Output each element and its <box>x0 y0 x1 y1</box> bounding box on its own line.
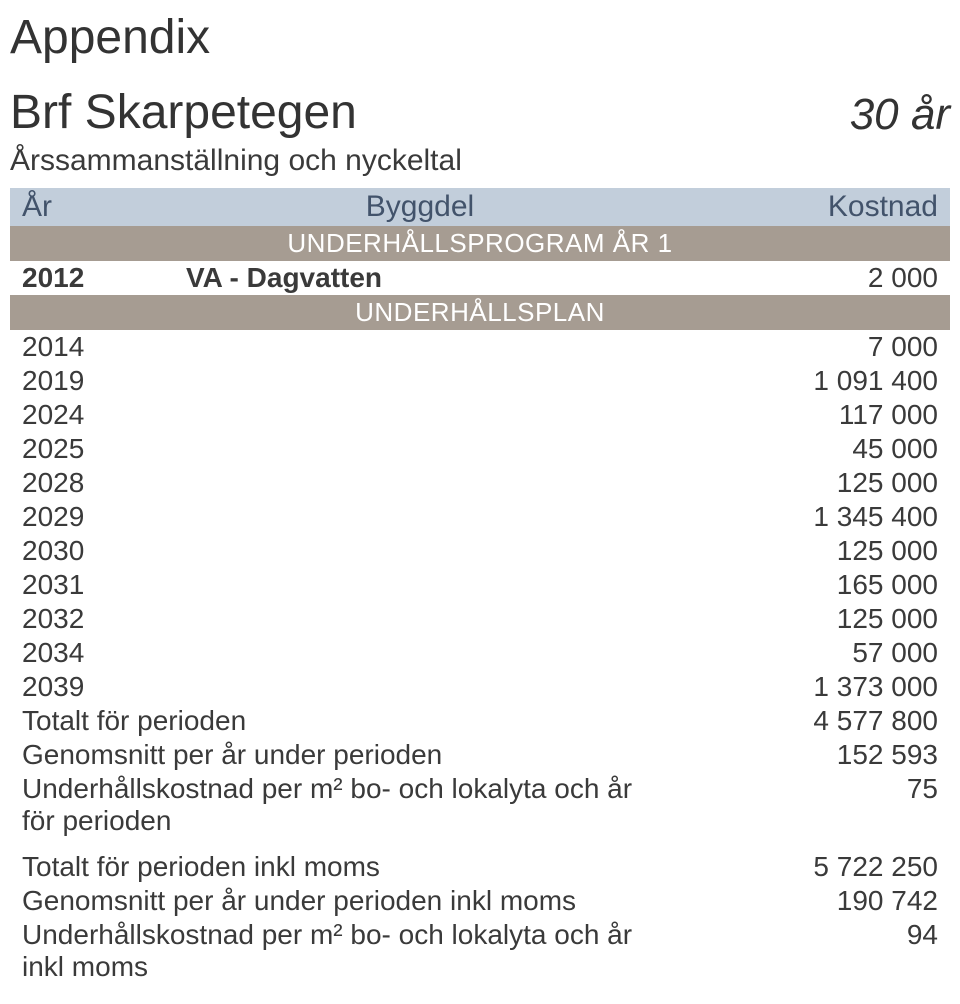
table-row: 2012VA - Dagvatten2 000 <box>10 261 950 295</box>
desc-cell <box>174 330 666 364</box>
cost-cell: 2 000 <box>666 261 950 295</box>
table-row: 2014 7 000 <box>10 330 950 364</box>
summary-label: Genomsnitt per år under perioden inkl mo… <box>10 884 666 918</box>
summary-row: Underhållskostnad per m² bo- och lokalyt… <box>10 772 950 838</box>
summary-row: Genomsnitt per år under perioden152 593 <box>10 738 950 772</box>
cost-cell: 125 000 <box>666 466 950 500</box>
table-row: 2030 125 000 <box>10 534 950 568</box>
table-row: 2032 125 000 <box>10 602 950 636</box>
desc-cell: VA - Dagvatten <box>174 261 666 295</box>
year-cell: 2039 <box>10 670 174 704</box>
title-row: Brf Skarpetegen 30 år <box>10 85 950 140</box>
summary-label: Totalt för perioden inkl moms <box>10 850 666 884</box>
year-cell: 2034 <box>10 636 174 670</box>
band-program: UNDERHÅLLSPROGRAM ÅR 1 <box>10 226 950 261</box>
summary-label: Genomsnitt per år under perioden <box>10 738 666 772</box>
summary-row: Totalt för perioden4 577 800 <box>10 704 950 738</box>
table-row: 2039 1 373 000 <box>10 670 950 704</box>
table-row: 2025 45 000 <box>10 432 950 466</box>
desc-cell <box>174 364 666 398</box>
cost-cell: 1 345 400 <box>666 500 950 534</box>
summary-value: 5 722 250 <box>666 850 950 884</box>
cost-table: År Byggdel Kostnad UNDERHÅLLSPROGRAM ÅR … <box>10 188 950 984</box>
band-plan-label: UNDERHÅLLSPLAN <box>10 295 950 330</box>
table-row: 2029 1 345 400 <box>10 500 950 534</box>
table-row: 2024 117 000 <box>10 398 950 432</box>
cost-cell: 117 000 <box>666 398 950 432</box>
cost-cell: 125 000 <box>666 534 950 568</box>
summary-row: Totalt för perioden inkl moms5 722 250 <box>10 850 950 884</box>
summary-value: 75 <box>666 772 950 838</box>
org-name: Brf Skarpetegen <box>10 85 357 140</box>
desc-cell <box>174 636 666 670</box>
summary-value: 152 593 <box>666 738 950 772</box>
spacer <box>10 838 950 850</box>
table-row: 2019 1 091 400 <box>10 364 950 398</box>
cost-cell: 1 373 000 <box>666 670 950 704</box>
year-cell: 2014 <box>10 330 174 364</box>
summary-label: Underhållskostnad per m² bo- och lokalyt… <box>10 918 666 984</box>
cost-cell: 1 091 400 <box>666 364 950 398</box>
desc-cell <box>174 568 666 602</box>
summary-label: Totalt för perioden <box>10 704 666 738</box>
summary-value: 94 <box>666 918 950 984</box>
band-program-label: UNDERHÅLLSPROGRAM ÅR 1 <box>10 226 950 261</box>
band-plan: UNDERHÅLLSPLAN <box>10 295 950 330</box>
desc-cell <box>174 534 666 568</box>
year-cell: 2032 <box>10 602 174 636</box>
cost-cell: 7 000 <box>666 330 950 364</box>
summary-label: Underhållskostnad per m² bo- och lokalyt… <box>10 772 666 838</box>
summary-row: Underhållskostnad per m² bo- och lokalyt… <box>10 918 950 984</box>
desc-cell <box>174 500 666 534</box>
summary-value: 190 742 <box>666 884 950 918</box>
summary-row: Genomsnitt per år under perioden inkl mo… <box>10 884 950 918</box>
page-title: Appendix <box>10 10 950 65</box>
cost-cell: 57 000 <box>666 636 950 670</box>
subtitle: Årssammanställning och nyckeltal <box>10 144 950 178</box>
cost-cell: 165 000 <box>666 568 950 602</box>
desc-cell <box>174 466 666 500</box>
desc-cell <box>174 670 666 704</box>
year-cell: 2024 <box>10 398 174 432</box>
desc-cell <box>174 398 666 432</box>
year-cell: 2028 <box>10 466 174 500</box>
table-header: År Byggdel Kostnad <box>10 188 950 226</box>
table-row: 2031 165 000 <box>10 568 950 602</box>
summary-value: 4 577 800 <box>666 704 950 738</box>
cost-cell: 125 000 <box>666 602 950 636</box>
col-desc: Byggdel <box>174 188 666 226</box>
year-cell: 2029 <box>10 500 174 534</box>
table-row: 2028 125 000 <box>10 466 950 500</box>
col-cost: Kostnad <box>666 188 950 226</box>
year-cell: 2012 <box>10 261 174 295</box>
year-cell: 2030 <box>10 534 174 568</box>
year-cell: 2019 <box>10 364 174 398</box>
desc-cell <box>174 432 666 466</box>
year-cell: 2031 <box>10 568 174 602</box>
period: 30 år <box>850 90 950 140</box>
year-cell: 2025 <box>10 432 174 466</box>
table-row: 2034 57 000 <box>10 636 950 670</box>
cost-cell: 45 000 <box>666 432 950 466</box>
col-year: År <box>10 188 174 226</box>
desc-cell <box>174 602 666 636</box>
